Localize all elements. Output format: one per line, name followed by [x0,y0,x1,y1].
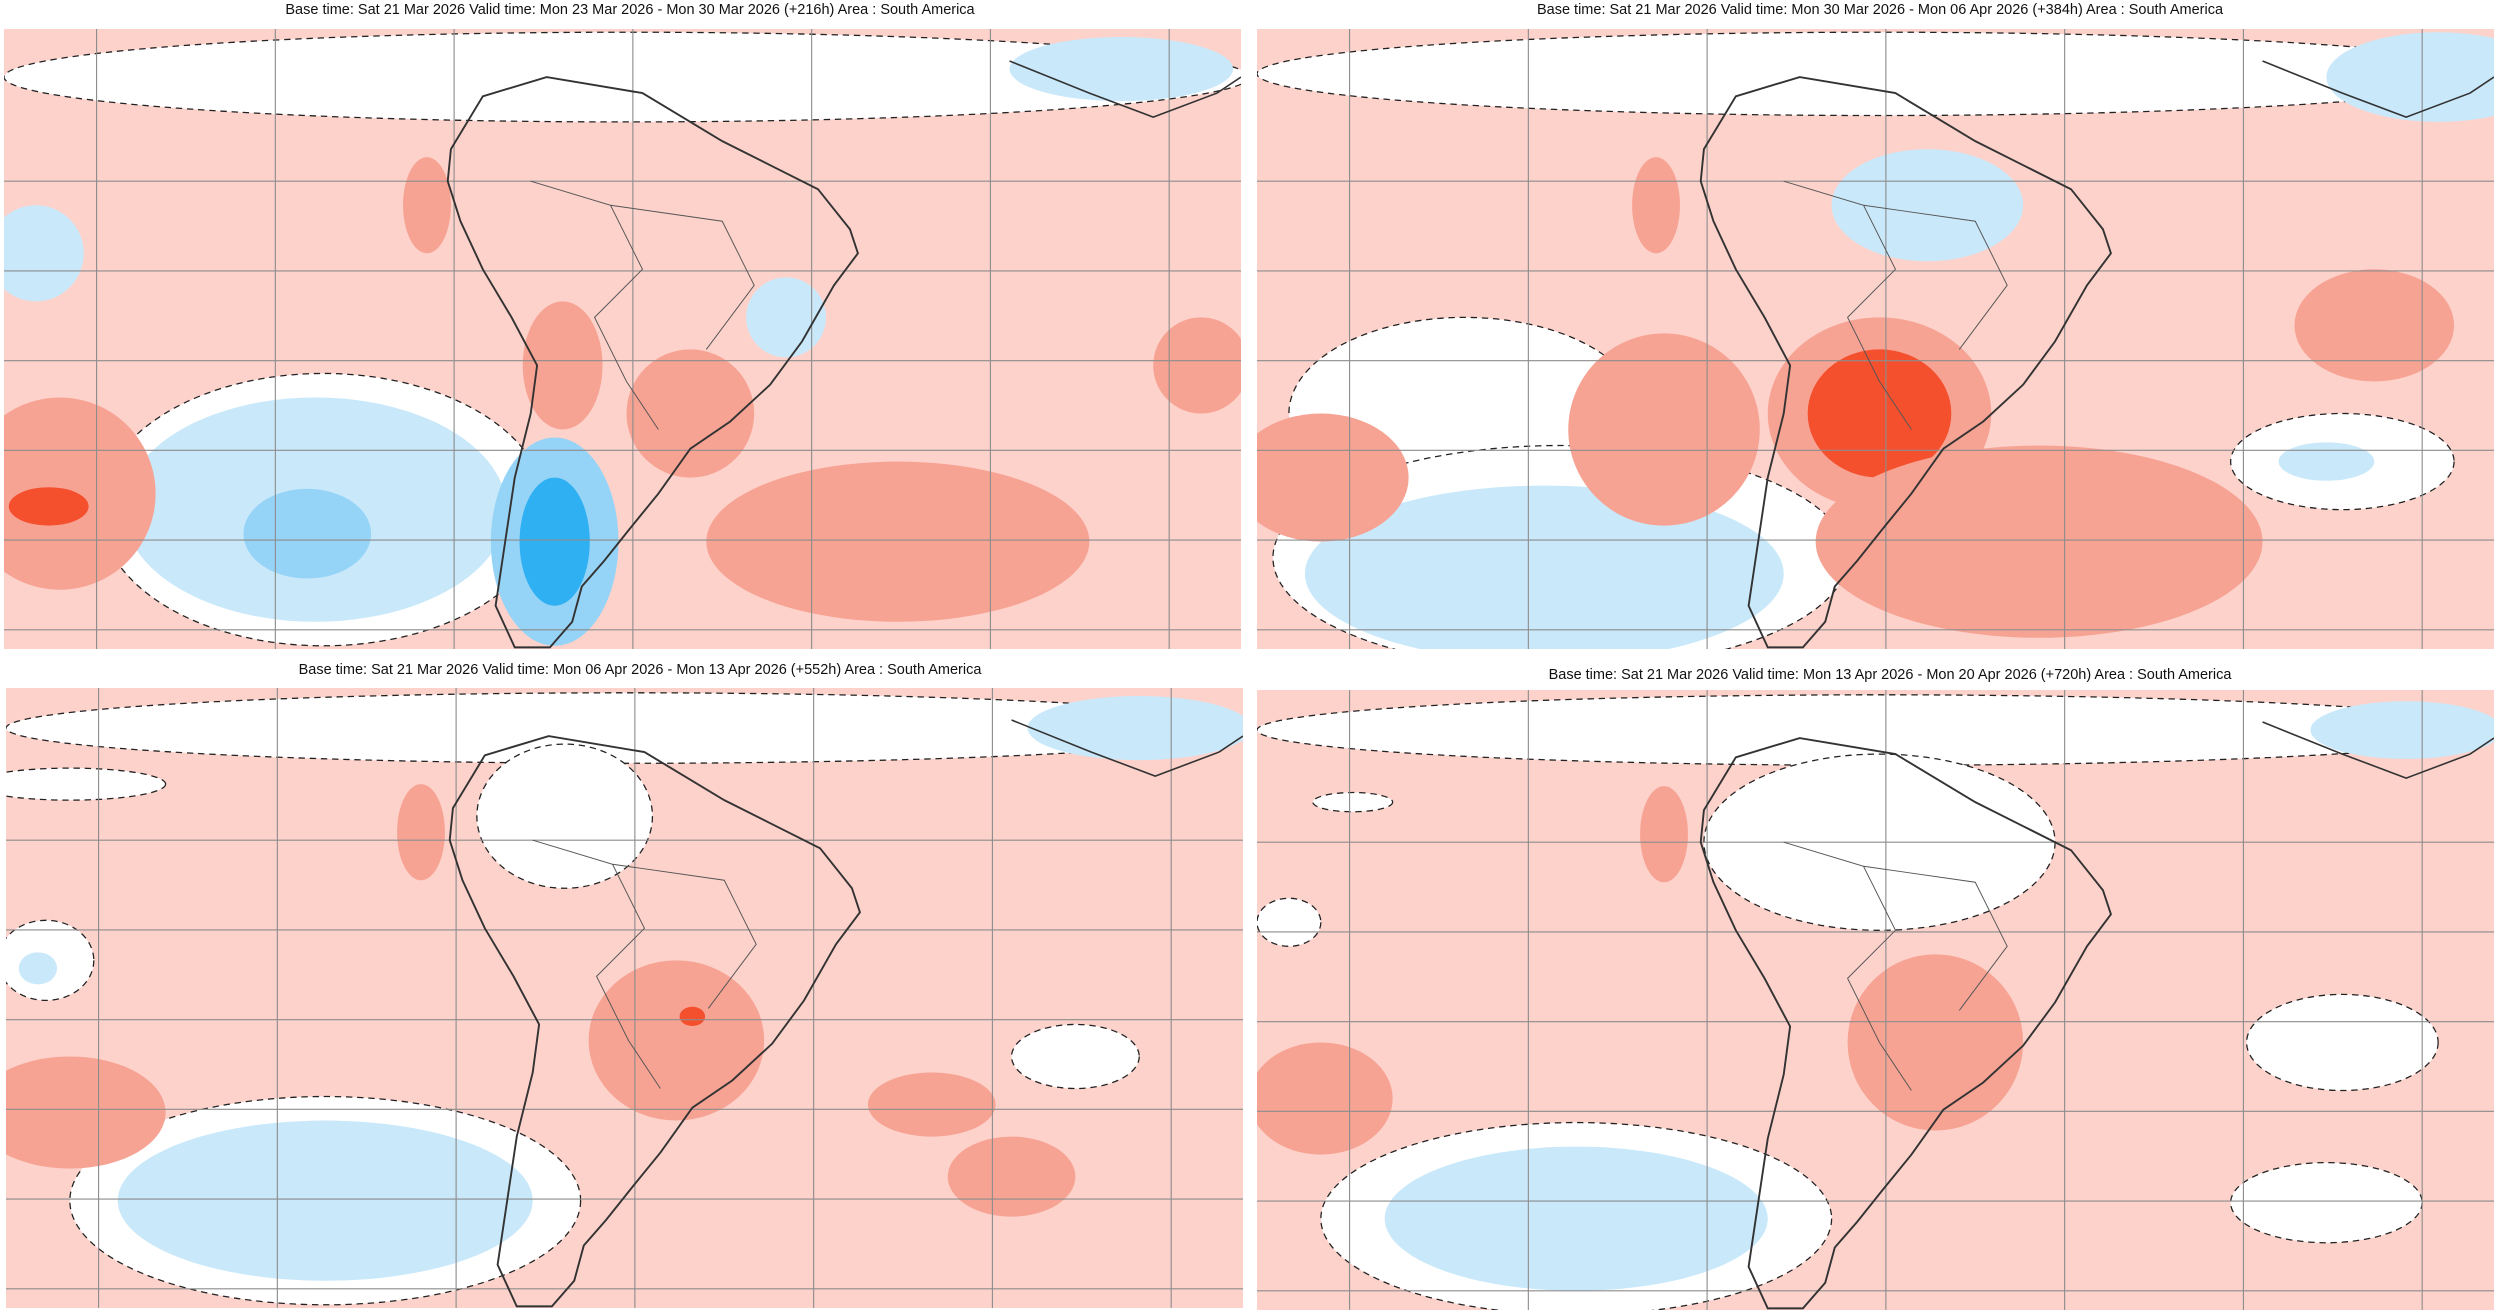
neutral-region [1257,897,1322,947]
neutral-region [6,767,167,801]
warm-anomaly-region [1568,333,1760,526]
neutral-region [476,743,654,889]
country-borders [1783,841,2008,1091]
warm-anomaly-region [1632,157,1680,254]
country-borders [1783,180,2008,430]
warm-anomaly-region [522,301,603,430]
neutral-region [2245,993,2439,1092]
warm-anomaly-region [6,1056,166,1169]
country-borders [530,180,755,430]
panel-2-title: Base time: Sat 21 Mar 2026 Valid time: M… [1536,2,2224,18]
cool-anomaly-region [2310,701,2494,759]
anomaly-map-4 [1257,690,2494,1310]
anomaly-map-1 [4,29,1241,649]
warm-anomaly-region [1257,413,1409,542]
warm-anomaly-region [679,1006,706,1027]
warm-anomaly-region [403,157,451,254]
panel-3-title: Base time: Sat 21 Mar 2026 Valid time: M… [298,662,982,678]
warm-anomaly-region [706,461,1090,622]
south-america-coastline [1699,76,2112,649]
cool-anomaly-region [18,952,58,985]
central-america-coastline [2262,721,2494,779]
central-america-coastline [1011,719,1243,777]
warm-anomaly-region [1807,349,1952,478]
warm-anomaly-region [1815,445,2263,638]
warm-anomaly-region [867,1072,996,1137]
warm-anomaly-region [626,349,755,478]
cool-anomaly-region [746,277,827,358]
country-borders [532,839,757,1089]
central-america-coastline [1009,60,1241,118]
neutral-region [2230,1161,2423,1244]
cool-anomaly-region [4,205,84,302]
neutral-region [1010,1023,1140,1090]
map-panel-2[interactable] [1257,29,2494,649]
south-america-coastline [448,735,861,1308]
warm-anomaly-region [588,960,765,1121]
cool-anomaly-region [117,1120,533,1281]
map-panel-1[interactable] [4,29,1241,649]
warm-anomaly-region [1153,317,1241,414]
neutral-region [1312,791,1394,813]
warm-anomaly-region [1640,786,1688,883]
warm-anomaly-region [4,397,156,590]
central-america-coastline [2262,60,2494,118]
cool-anomaly-region [1009,37,1234,102]
cool-anomaly-region [519,477,590,606]
map-panel-4[interactable] [1257,690,2494,1310]
warm-anomaly-region [947,1136,1076,1217]
neutral-region [6,692,1243,764]
south-america-coastline [446,76,859,649]
neutral-region [4,31,1241,123]
warm-anomaly-region [1257,1042,1393,1155]
warm-anomaly-region [2294,269,2455,382]
neutral-region [1257,31,2494,117]
cool-anomaly-region [1831,149,2024,262]
cool-anomaly-region [1027,696,1243,761]
cool-anomaly-region [2278,442,2375,481]
anomaly-map-2 [1257,29,2494,649]
warm-anomaly-region [8,487,89,526]
cool-anomaly-region [1304,485,1784,649]
panel-4-title: Base time: Sat 21 Mar 2026 Valid time: M… [1548,667,2232,683]
map-panel-3[interactable] [6,688,1243,1308]
south-america-coastline [1699,737,2112,1310]
warm-anomaly-region [1847,954,2024,1131]
anomaly-map-3 [6,688,1243,1308]
warm-anomaly-region [397,784,445,881]
panel-1-title: Base time: Sat 21 Mar 2026 Valid time: M… [285,2,975,18]
cool-anomaly-region [1384,1146,1768,1291]
cool-anomaly-region [243,488,372,579]
